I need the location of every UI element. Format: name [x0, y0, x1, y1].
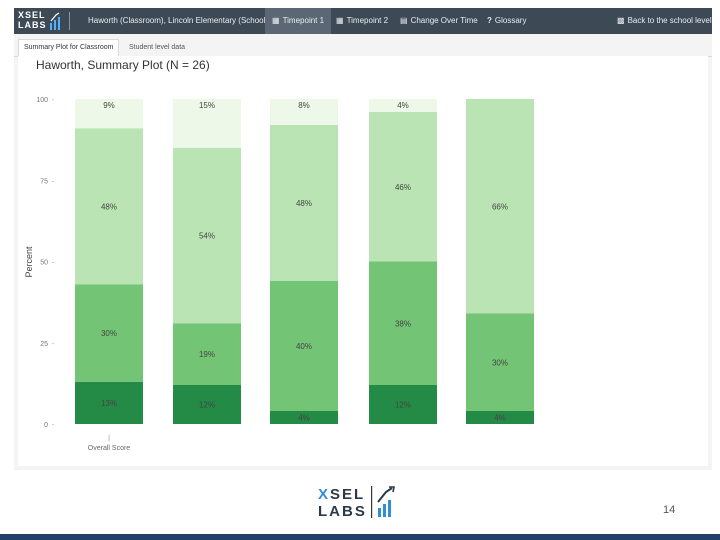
y-tick-label: 25: [40, 341, 48, 348]
bar-segment: [466, 411, 534, 424]
y-tick-label: 0: [44, 422, 48, 429]
y-axis-label: Percent: [24, 246, 34, 278]
y-tick-label: 100: [36, 97, 48, 104]
bar-data-label: 8%: [298, 101, 310, 110]
nav-class-school-label: Haworth (Classroom), Lincoln Elementary …: [88, 16, 269, 25]
bar-segment: [173, 99, 241, 148]
bar-data-label: 38%: [395, 319, 411, 328]
y-tick-label: 50: [40, 260, 48, 267]
bar-segment: [173, 147, 241, 324]
x-tick-mark: |: [108, 435, 110, 442]
tab-summary-plot-label: Summary Plot for Classroom: [24, 44, 114, 51]
bar-segment: [369, 99, 437, 112]
nav-timepoint-2-label: Timepoint 2: [346, 16, 389, 25]
bar-data-label: 12%: [199, 401, 215, 410]
top-navigation-bar: XSEL LABS Haworth (Classroom), Lincoln E…: [14, 8, 712, 34]
bar-data-label: 30%: [492, 358, 508, 367]
bar-data-label: 12%: [395, 401, 411, 410]
logo-line-1: XSEL: [18, 10, 46, 20]
question-icon: ?: [487, 16, 492, 25]
nav-timepoint-2[interactable]: ▦ Timepoint 2: [336, 8, 388, 34]
nav-timepoint-1[interactable]: ▦ Timepoint 1: [265, 8, 332, 34]
bar-data-label: 15%: [199, 101, 215, 110]
bar-segment: [369, 261, 437, 385]
grid-icon: ▦: [272, 16, 280, 25]
school-icon: ▩: [617, 16, 625, 25]
bar-data-label: 13%: [101, 399, 117, 408]
bar-segment: [173, 323, 241, 385]
nav-change-over-time-label: Change Over Time: [410, 16, 478, 25]
bar-segment: [75, 381, 143, 424]
xsel-labs-logo[interactable]: XSEL LABS: [18, 10, 62, 32]
bar-segment: [270, 99, 338, 125]
bar-segment: [173, 385, 241, 424]
svg-text:LABS: LABS: [318, 503, 367, 520]
bar-segment: [369, 385, 437, 424]
bar-data-label: 4%: [397, 101, 409, 110]
bar-data-label: 9%: [103, 101, 115, 110]
svg-text:X: X: [318, 486, 328, 503]
y-tick-mark: -: [52, 341, 55, 348]
bar-segment: [75, 99, 143, 129]
bar-data-label: 30%: [101, 329, 117, 338]
bar-segment: [270, 125, 338, 281]
logo-bars-icon: [50, 12, 60, 30]
logo-line-2: LABS: [18, 20, 47, 30]
nav-back-to-school-label: Back to the school level: [627, 16, 712, 25]
bottom-accent-strip: [0, 534, 720, 540]
bar-data-label: 4%: [494, 414, 506, 423]
page-number: 14: [663, 504, 676, 516]
bar-data-label: 40%: [296, 342, 312, 351]
svg-text:SEL: SEL: [330, 486, 365, 503]
tab-student-level-data[interactable]: Student level data: [124, 40, 190, 56]
chart-title: Haworth, Summary Plot (N = 26): [36, 58, 210, 72]
bar-segment: [75, 128, 143, 285]
bar-data-label: 46%: [395, 183, 411, 192]
nav-change-over-time[interactable]: ▤ Change Over Time: [400, 8, 478, 34]
footer-xsel-labs-logo: X SEL LABS: [316, 484, 406, 520]
nav-timepoint-1-label: Timepoint 1: [282, 16, 325, 25]
grid-icon: ▦: [336, 16, 344, 25]
bar-data-label: 54%: [199, 232, 215, 241]
bar-segment: [466, 313, 534, 411]
bar-segment: [270, 411, 338, 424]
tab-summary-plot[interactable]: Summary Plot for Classroom: [18, 39, 120, 56]
bar-segment: [270, 281, 338, 411]
y-tick-mark: -: [52, 178, 55, 185]
logo-separator: [69, 12, 70, 30]
nav-back-to-school[interactable]: ▩ Back to the school level: [617, 8, 712, 34]
y-tick-mark: -: [52, 422, 55, 429]
x-tick-label: Overall Score: [88, 445, 131, 452]
bar-chart-icon: ▤: [400, 16, 408, 25]
bar-data-label: 4%: [298, 414, 310, 423]
nav-class-school[interactable]: Haworth (Classroom), Lincoln Elementary …: [88, 8, 268, 34]
bar-data-label: 48%: [296, 199, 312, 208]
tab-student-level-data-label: Student level data: [129, 44, 186, 51]
bar-data-label: 19%: [199, 350, 215, 359]
bar-data-label: 48%: [101, 202, 117, 211]
xsel-labs-logo-icon: X SEL LABS: [318, 486, 395, 520]
bar-segment: [369, 112, 437, 262]
bar-segment: [75, 284, 143, 382]
y-tick-mark: -: [52, 260, 55, 267]
bar-segment: [466, 99, 534, 314]
nav-glossary[interactable]: ? Glossary: [487, 8, 526, 34]
bar-data-label: 66%: [492, 202, 508, 211]
y-tick-label: 75: [40, 178, 48, 185]
nav-glossary-label: Glossary: [494, 16, 527, 25]
y-tick-mark: -: [52, 97, 55, 104]
